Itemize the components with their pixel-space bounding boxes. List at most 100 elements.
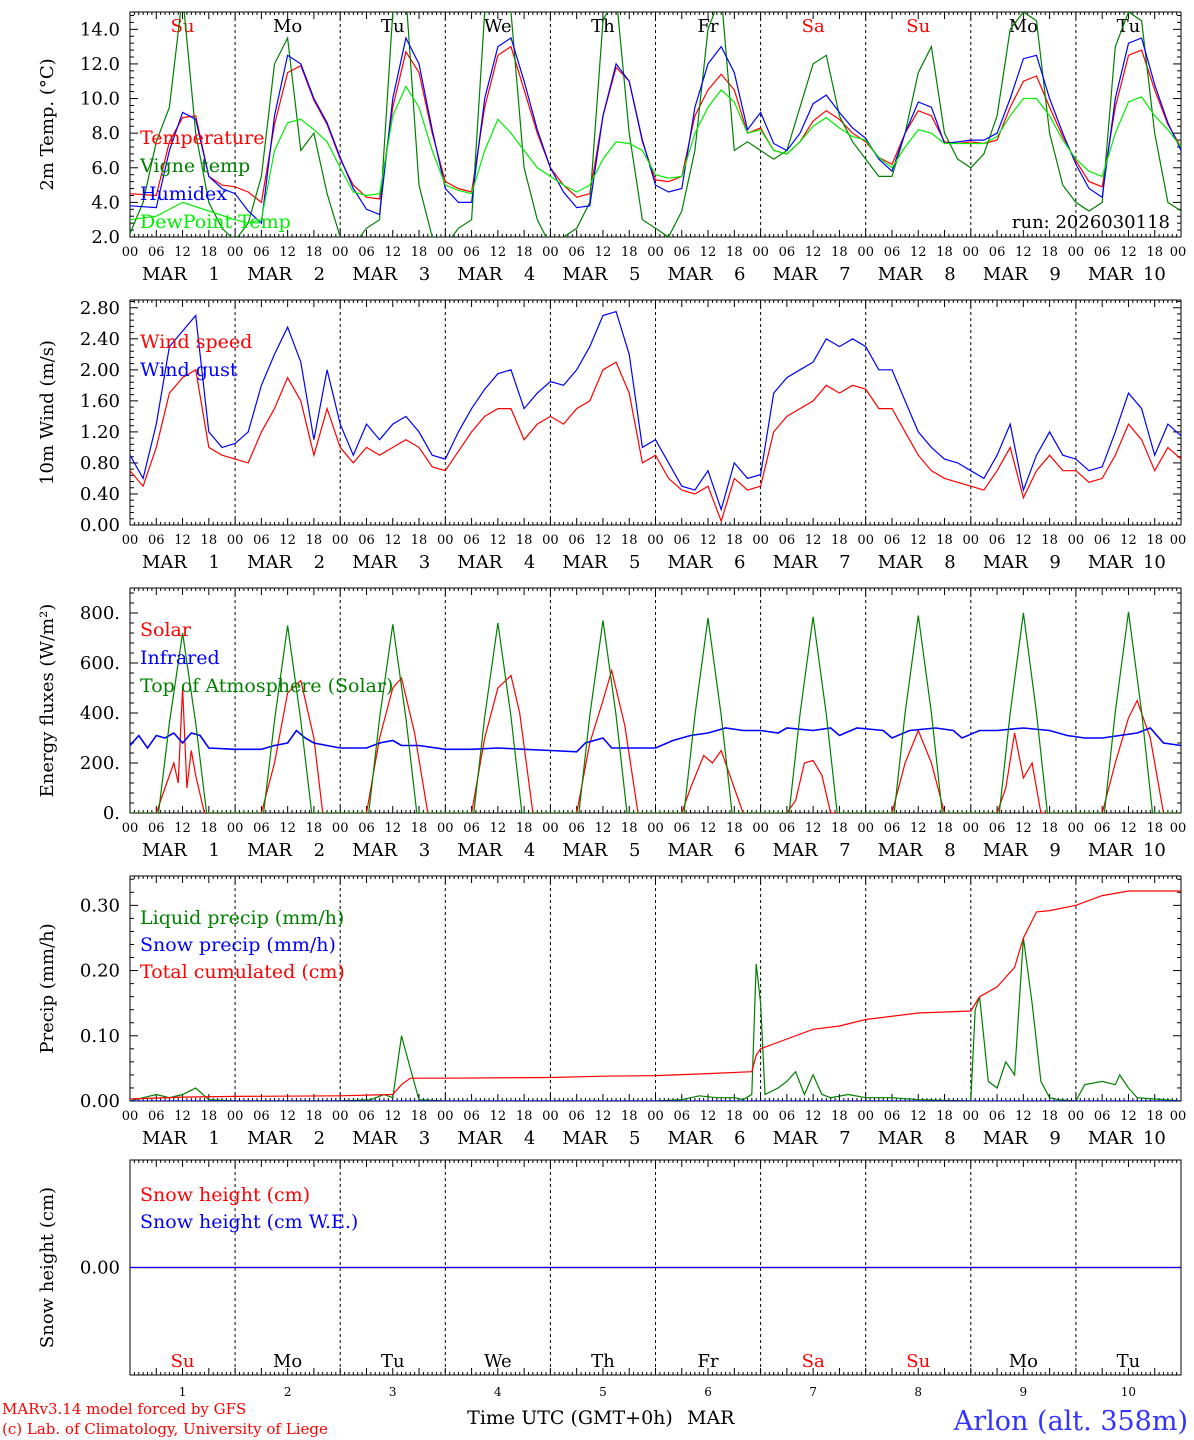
run-label: run: 2026030118 bbox=[1012, 212, 1170, 233]
day-name: Tu bbox=[381, 1351, 405, 1372]
day-number: 5 bbox=[629, 264, 640, 285]
x-tick-label: 00 bbox=[1170, 533, 1187, 548]
day-number: 7 bbox=[809, 1385, 817, 1399]
x-tick-label: 18 bbox=[1146, 821, 1163, 836]
x-tick-label: 06 bbox=[148, 245, 165, 260]
x-tick-label: 12 bbox=[595, 533, 612, 548]
x-tick-label: 12 bbox=[1015, 1109, 1032, 1124]
x-tick-label: 06 bbox=[1094, 821, 1111, 836]
x-tick-label: 00 bbox=[752, 1109, 769, 1124]
y-tick-label: 6.0 bbox=[91, 158, 120, 179]
x-tick-label: 18 bbox=[201, 533, 218, 548]
x-tick-label: 00 bbox=[542, 821, 559, 836]
x-tick-label: 12 bbox=[805, 1109, 822, 1124]
month-label: MAR bbox=[457, 552, 502, 573]
series-line-wind-speed bbox=[130, 361, 1181, 523]
x-tick-label: 12 bbox=[1015, 821, 1032, 836]
x-axis-label: Time UTC (GMT+0h) bbox=[467, 1407, 673, 1429]
y-tick-label: 0.80 bbox=[80, 453, 120, 474]
x-tick-label: 12 bbox=[805, 533, 822, 548]
day-number: 2 bbox=[314, 1128, 325, 1149]
x-tick-label: 12 bbox=[595, 1109, 612, 1124]
x-tick-label: 00 bbox=[1170, 245, 1187, 260]
x-tick-label: 18 bbox=[516, 821, 533, 836]
x-tick-label: 06 bbox=[463, 821, 480, 836]
x-tick-label: 12 bbox=[174, 821, 191, 836]
series-line-wind-gust bbox=[130, 310, 1181, 512]
station-title: Arlon (alt. 358m) bbox=[953, 1406, 1188, 1437]
x-tick-label: 00 bbox=[963, 245, 980, 260]
x-tick-label: 18 bbox=[1146, 1109, 1163, 1124]
x-tick-label: 12 bbox=[1120, 1109, 1137, 1124]
day-name: Su bbox=[906, 1351, 930, 1372]
x-tick-label: 18 bbox=[411, 533, 428, 548]
month-label: MAR bbox=[668, 840, 713, 861]
day-number: 10 bbox=[1143, 264, 1166, 285]
day-name: Su bbox=[171, 1351, 195, 1372]
x-tick-label: 18 bbox=[726, 245, 743, 260]
x-tick-label: 06 bbox=[779, 245, 796, 260]
x-tick-label: 00 bbox=[963, 821, 980, 836]
series-line-dewpoint-temp bbox=[130, 85, 1181, 224]
legend-entry: Snow height (cm W.E.) bbox=[140, 1211, 358, 1233]
x-tick-label: 18 bbox=[936, 533, 953, 548]
legend-entry: Humidex bbox=[140, 183, 227, 205]
day-number: 1 bbox=[179, 1385, 187, 1399]
x-tick-label: 06 bbox=[148, 533, 165, 548]
day-name: Mo bbox=[273, 1351, 302, 1372]
month-label: MAR bbox=[247, 264, 292, 285]
day-number: 6 bbox=[704, 1385, 712, 1399]
x-tick-label: 06 bbox=[674, 821, 691, 836]
x-tick-label: 00 bbox=[332, 245, 349, 260]
x-tick-label: 06 bbox=[989, 1109, 1006, 1124]
x-tick-label: 18 bbox=[726, 533, 743, 548]
day-number: 1 bbox=[209, 1128, 220, 1149]
day-number: 4 bbox=[524, 552, 535, 573]
x-tick-label: 00 bbox=[647, 821, 664, 836]
month-label: MAR bbox=[352, 552, 397, 573]
legend-entry: DewPoint Temp bbox=[140, 211, 291, 233]
x-tick-label: 06 bbox=[1094, 245, 1111, 260]
x-tick-label: 00 bbox=[227, 821, 244, 836]
x-tick-label: 12 bbox=[1120, 245, 1137, 260]
x-tick-label: 00 bbox=[122, 533, 139, 548]
x-tick-label: 00 bbox=[332, 533, 349, 548]
y-tick-label: 0.20 bbox=[80, 961, 120, 982]
day-name: We bbox=[484, 1351, 512, 1372]
x-tick-label: 18 bbox=[411, 821, 428, 836]
x-tick-label: 06 bbox=[463, 533, 480, 548]
x-tick-label: 00 bbox=[122, 245, 139, 260]
month-label: MAR bbox=[352, 264, 397, 285]
day-number: 1 bbox=[209, 264, 220, 285]
month-label: MAR bbox=[247, 1128, 292, 1149]
x-tick-label: 06 bbox=[674, 245, 691, 260]
x-tick-label: 18 bbox=[936, 1109, 953, 1124]
x-tick-label: 06 bbox=[989, 533, 1006, 548]
x-tick-label: 00 bbox=[542, 1109, 559, 1124]
day-number: 10 bbox=[1143, 552, 1166, 573]
x-tick-label: 00 bbox=[332, 821, 349, 836]
x-tick-label: 18 bbox=[306, 245, 323, 260]
x-tick-label: 06 bbox=[674, 533, 691, 548]
day-number: 1 bbox=[209, 840, 220, 861]
x-tick-label: 00 bbox=[1068, 245, 1085, 260]
x-tick-label: 12 bbox=[1120, 533, 1137, 548]
x-tick-label: 12 bbox=[384, 245, 401, 260]
x-tick-label: 00 bbox=[1068, 821, 1085, 836]
x-tick-label: 18 bbox=[1041, 533, 1058, 548]
day-name: Fr bbox=[698, 16, 719, 37]
day-number: 5 bbox=[599, 1385, 607, 1399]
x-tick-label: 06 bbox=[253, 245, 270, 260]
x-tick-label: 00 bbox=[752, 245, 769, 260]
y-tick-label: 4.0 bbox=[91, 192, 120, 213]
x-tick-label: 00 bbox=[857, 1109, 874, 1124]
month-label: MAR bbox=[142, 264, 187, 285]
day-number: 5 bbox=[629, 840, 640, 861]
y-tick-label: 0.30 bbox=[80, 895, 120, 916]
y-tick-label: 0.40 bbox=[80, 484, 120, 505]
x-tick-label: 12 bbox=[700, 821, 717, 836]
x-tick-label: 00 bbox=[857, 245, 874, 260]
x-tick-label: 18 bbox=[726, 1109, 743, 1124]
x-tick-label: 00 bbox=[542, 245, 559, 260]
